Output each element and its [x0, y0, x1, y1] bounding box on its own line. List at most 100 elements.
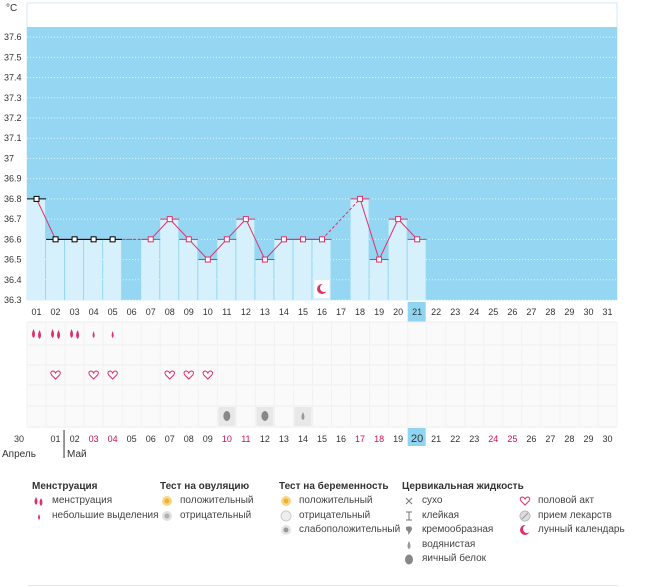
- temp-line-segment: [245, 218, 266, 260]
- positive-test-icon: [279, 495, 293, 507]
- legend-other: половой акт прием лекарств лунный календ…: [518, 494, 625, 538]
- x-tick-label: 06: [127, 307, 137, 317]
- date-label: 30: [602, 434, 612, 444]
- y-tick-label: 37.5: [4, 52, 22, 62]
- egg-white-icon: [402, 553, 416, 565]
- legend-item: положительный: [279, 494, 400, 509]
- legend-label: лунный календарь: [538, 524, 625, 535]
- y-axis-unit: °C: [6, 3, 17, 14]
- legend-pregnancy: Тест на беременность положительный отриц…: [279, 480, 400, 538]
- bar: [179, 239, 198, 300]
- x-tick-label: 27: [526, 307, 536, 317]
- x-tick-label: 08: [165, 307, 175, 317]
- x-tick-label: 01: [32, 307, 42, 317]
- y-tick-label: 36.4: [4, 275, 22, 285]
- temp-line-segment: [207, 238, 228, 260]
- date-label: 12: [260, 434, 270, 444]
- egg-white-icon: [261, 411, 269, 421]
- watery-icon: [402, 539, 416, 551]
- temp-line-segment: [397, 218, 418, 240]
- legend-label: половой акт: [538, 495, 595, 506]
- drop: [51, 329, 55, 338]
- x-tick-label: 07: [146, 307, 156, 317]
- legend-item: клейкая: [402, 509, 524, 524]
- data-point: [299, 236, 306, 243]
- bbt-chart: °C 37.6 37.5 37.4 37.3 37.2 37.1 37 36.9 36.8 36.7…: [2, 2, 618, 460]
- month-label: Апрель: [2, 449, 36, 460]
- date-label: 06: [146, 434, 156, 444]
- data-point: [166, 216, 173, 223]
- moon-icon: [518, 524, 532, 536]
- data-point: [319, 236, 325, 243]
- egg-white-icon: [223, 411, 231, 421]
- date-label: 09: [203, 434, 213, 444]
- negative-test-icon: [279, 510, 293, 522]
- date-label: 13: [279, 434, 289, 444]
- date-label: 19: [393, 434, 403, 444]
- data-point: [223, 236, 230, 243]
- date-label: 20: [411, 433, 423, 445]
- legend-item: положительный: [160, 494, 253, 509]
- legend-item: отрицательный: [279, 509, 400, 524]
- data-point: [204, 256, 211, 263]
- data-point: [280, 236, 287, 243]
- legend-item: отрицательный: [160, 509, 253, 524]
- y-tick-label: 37.6: [4, 32, 22, 42]
- date-label: 05: [127, 434, 137, 444]
- date-label: 04: [108, 434, 118, 444]
- y-tick-label: 36.8: [4, 194, 22, 204]
- legend-label: водянистая: [422, 538, 476, 550]
- date-label: 24: [488, 434, 498, 444]
- bar: [65, 239, 84, 300]
- data-point: [147, 236, 154, 243]
- bar: [217, 239, 236, 300]
- legend-label: отрицательный: [299, 509, 371, 521]
- blood-drops-icon: [32, 495, 46, 507]
- legend-label: прием лекарств: [538, 509, 612, 521]
- legend-item: прием лекарств: [518, 509, 625, 524]
- data-point: [376, 256, 383, 263]
- date-highlight: [407, 428, 426, 446]
- legend-ovulation: Тест на овуляцию положительный отрицател…: [160, 480, 253, 523]
- legend-item: менструация: [32, 494, 159, 509]
- legend-item: небольшие выделения: [32, 509, 159, 524]
- watery-icon: [301, 412, 305, 420]
- weak-test-icon: [279, 524, 293, 536]
- drop: [57, 330, 61, 339]
- data-point: [242, 216, 249, 223]
- x-tick-label: 04: [89, 307, 99, 317]
- x-tick-label: 19: [374, 307, 384, 317]
- date-label: 22: [450, 434, 460, 444]
- date-label: 10: [222, 434, 232, 444]
- legend-title: Цервикальная жидкость: [402, 481, 524, 492]
- bar: [160, 219, 179, 300]
- date-label: 07: [165, 434, 175, 444]
- heart-icon: [518, 495, 532, 507]
- legend-label: небольшие выделения: [52, 509, 159, 521]
- date-label: 29: [583, 434, 593, 444]
- x-tick-label: 17: [336, 307, 346, 317]
- x-tick-label: 22: [431, 307, 441, 317]
- x-tick-label: 15: [298, 307, 308, 317]
- date-label: 17: [355, 434, 365, 444]
- legend-label: кремообразная: [422, 524, 494, 535]
- y-tick-label: 37: [4, 153, 14, 163]
- data-point: [357, 195, 364, 202]
- x-tick-label: 03: [70, 307, 80, 317]
- x-tick-label: 24: [469, 307, 479, 317]
- x-tick-label: 12: [241, 307, 251, 317]
- legend-title: Тест на беременность: [279, 481, 389, 492]
- moon-icon-cut: [320, 284, 328, 292]
- month-label: Май: [67, 449, 87, 460]
- legend-label: менструация: [52, 495, 113, 506]
- date-label: 14: [298, 434, 308, 444]
- bar: [274, 239, 293, 300]
- data-point: [52, 236, 59, 243]
- date-label: 18: [374, 434, 384, 444]
- date-label: 11: [241, 434, 250, 444]
- y-tick-label: 37.1: [4, 133, 22, 143]
- data-point: [109, 236, 116, 243]
- x-tick-label: 14: [279, 307, 289, 317]
- creamy-icon: [402, 524, 416, 536]
- temp-line-segment: [169, 218, 190, 240]
